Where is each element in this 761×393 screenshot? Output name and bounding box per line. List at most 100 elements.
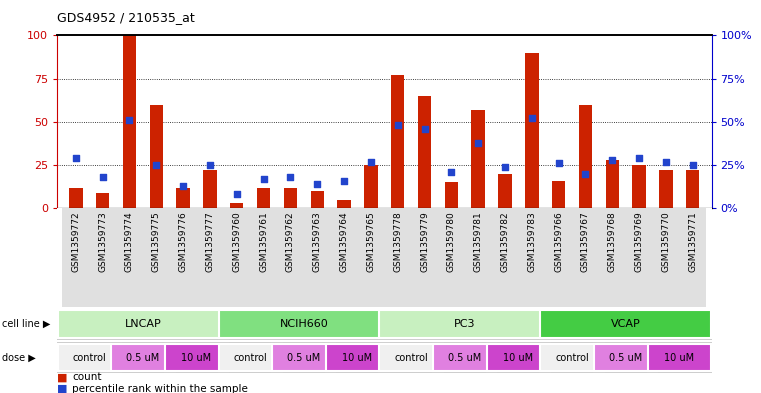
Text: GSM1359764: GSM1359764 bbox=[339, 211, 349, 272]
Bar bbox=[224, 208, 250, 307]
Point bbox=[686, 162, 699, 168]
Text: control: control bbox=[394, 353, 428, 363]
Bar bbox=[438, 208, 465, 307]
Bar bbox=[196, 208, 224, 307]
Bar bbox=[606, 160, 619, 208]
Point bbox=[285, 174, 297, 180]
Bar bbox=[518, 208, 545, 307]
Bar bbox=[599, 208, 626, 307]
Bar bbox=[648, 344, 711, 371]
Bar bbox=[272, 344, 336, 371]
Bar bbox=[686, 170, 699, 208]
Text: GSM1359769: GSM1359769 bbox=[635, 211, 644, 272]
Bar bbox=[433, 344, 496, 371]
Text: GSM1359770: GSM1359770 bbox=[661, 211, 670, 272]
Text: GSM1359768: GSM1359768 bbox=[608, 211, 617, 272]
Bar bbox=[444, 182, 458, 208]
Bar bbox=[230, 203, 244, 208]
Text: GDS4952 / 210535_at: GDS4952 / 210535_at bbox=[57, 11, 195, 24]
Bar bbox=[165, 344, 228, 371]
Point bbox=[472, 140, 484, 146]
Text: GSM1359783: GSM1359783 bbox=[527, 211, 537, 272]
Text: 10 uM: 10 uM bbox=[664, 353, 694, 363]
Point bbox=[204, 162, 216, 168]
Point bbox=[177, 183, 189, 189]
Text: GSM1359775: GSM1359775 bbox=[151, 211, 161, 272]
Bar bbox=[218, 344, 282, 371]
Text: 0.5 uM: 0.5 uM bbox=[609, 353, 642, 363]
Point bbox=[257, 176, 269, 182]
Text: percentile rank within the sample: percentile rank within the sample bbox=[72, 384, 248, 393]
Bar bbox=[250, 208, 277, 307]
Text: 10 uM: 10 uM bbox=[181, 353, 212, 363]
Bar bbox=[659, 170, 673, 208]
Text: PC3: PC3 bbox=[454, 319, 476, 329]
Text: GSM1359779: GSM1359779 bbox=[420, 211, 429, 272]
Bar bbox=[626, 208, 652, 307]
Point bbox=[526, 115, 538, 121]
Text: GSM1359761: GSM1359761 bbox=[259, 211, 268, 272]
Bar bbox=[203, 170, 217, 208]
Bar bbox=[123, 35, 136, 208]
Text: 0.5 uM: 0.5 uM bbox=[287, 353, 320, 363]
Bar bbox=[150, 105, 163, 208]
Text: ■: ■ bbox=[57, 372, 68, 382]
Bar bbox=[594, 344, 658, 371]
Bar bbox=[277, 208, 304, 307]
Bar bbox=[116, 208, 143, 307]
Bar bbox=[525, 53, 539, 208]
Bar bbox=[304, 208, 331, 307]
Point bbox=[123, 117, 135, 123]
Point bbox=[70, 155, 82, 161]
Point bbox=[499, 163, 511, 170]
Bar bbox=[331, 208, 358, 307]
Text: 10 uM: 10 uM bbox=[342, 353, 373, 363]
Point bbox=[607, 157, 619, 163]
Text: GSM1359774: GSM1359774 bbox=[125, 211, 134, 272]
Bar bbox=[545, 208, 572, 307]
Bar bbox=[96, 193, 110, 208]
Point bbox=[97, 174, 109, 180]
Bar bbox=[218, 310, 389, 338]
Text: GSM1359777: GSM1359777 bbox=[205, 211, 215, 272]
Bar bbox=[380, 344, 443, 371]
Point bbox=[633, 155, 645, 161]
Bar bbox=[143, 208, 170, 307]
Bar bbox=[411, 208, 438, 307]
Text: VCAP: VCAP bbox=[611, 319, 641, 329]
Bar bbox=[487, 344, 550, 371]
Text: GSM1359762: GSM1359762 bbox=[286, 211, 295, 272]
Bar bbox=[337, 200, 351, 208]
Text: 10 uM: 10 uM bbox=[503, 353, 533, 363]
Text: control: control bbox=[72, 353, 106, 363]
Text: GSM1359778: GSM1359778 bbox=[393, 211, 403, 272]
Bar bbox=[380, 310, 550, 338]
Point bbox=[419, 126, 431, 132]
Bar bbox=[284, 187, 297, 208]
Bar bbox=[170, 208, 196, 307]
Bar bbox=[111, 344, 174, 371]
Text: GSM1359760: GSM1359760 bbox=[232, 211, 241, 272]
Text: 0.5 uM: 0.5 uM bbox=[126, 353, 160, 363]
Bar bbox=[391, 75, 404, 208]
Text: GSM1359780: GSM1359780 bbox=[447, 211, 456, 272]
Point bbox=[231, 191, 243, 198]
Bar bbox=[365, 165, 377, 208]
Bar bbox=[89, 208, 116, 307]
Text: GSM1359776: GSM1359776 bbox=[179, 211, 188, 272]
Text: ■: ■ bbox=[57, 384, 68, 393]
Point bbox=[150, 162, 162, 168]
Text: GSM1359763: GSM1359763 bbox=[313, 211, 322, 272]
Bar bbox=[58, 310, 228, 338]
Bar bbox=[465, 208, 492, 307]
Point bbox=[365, 158, 377, 165]
Text: LNCAP: LNCAP bbox=[125, 319, 161, 329]
Bar bbox=[632, 165, 646, 208]
Point bbox=[445, 169, 457, 175]
Text: GSM1359773: GSM1359773 bbox=[98, 211, 107, 272]
Bar bbox=[69, 187, 82, 208]
Text: GSM1359765: GSM1359765 bbox=[366, 211, 375, 272]
Bar bbox=[540, 344, 603, 371]
Bar bbox=[358, 208, 384, 307]
Text: dose ▶: dose ▶ bbox=[2, 353, 36, 363]
